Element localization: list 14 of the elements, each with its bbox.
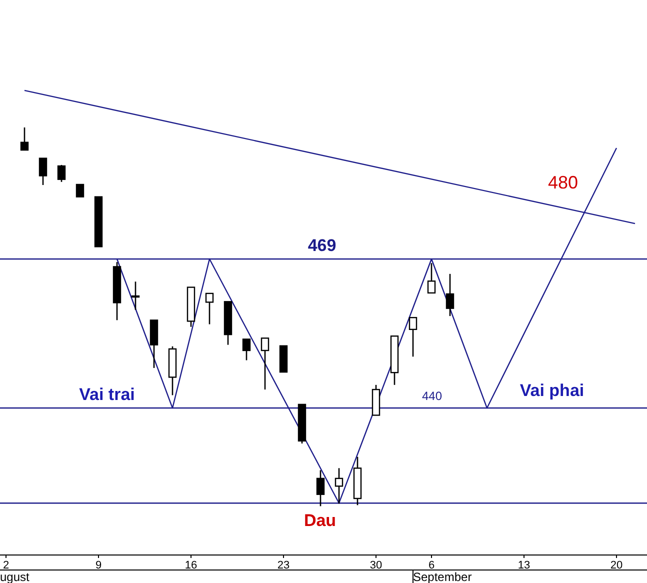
annotation: Vai phai xyxy=(520,381,584,400)
x-tick-label: 2 xyxy=(2,560,10,572)
x-tick-label: 9 xyxy=(95,560,102,572)
annotation: Dau xyxy=(304,511,336,530)
x-tick-label: 13 xyxy=(518,560,530,572)
x-tick-label: 16 xyxy=(184,560,198,572)
annotation: 480 xyxy=(548,172,578,192)
ref-line-label: 440 xyxy=(422,389,442,404)
x-tick-label: 20 xyxy=(610,560,623,572)
x-tick-label: 6 xyxy=(428,560,435,572)
x-tick-label: 23 xyxy=(277,560,290,572)
x-tick-label: 30 xyxy=(370,560,382,572)
annotation: Vai trai xyxy=(79,385,135,404)
ref-line-label: 469 xyxy=(308,236,336,255)
